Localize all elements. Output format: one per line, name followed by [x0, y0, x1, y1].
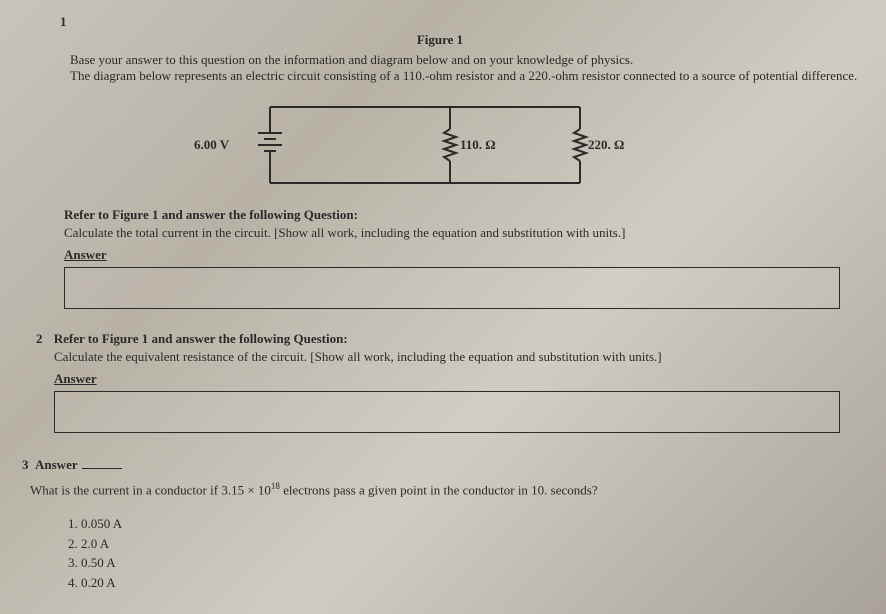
- question-3-block: 3 Answer What is the current in a conduc…: [22, 457, 858, 592]
- q3-choice-4[interactable]: 4. 0.20 A: [68, 573, 858, 593]
- question-2-number: 2: [36, 331, 43, 347]
- q3-heading: 3 Answer: [22, 457, 858, 473]
- q3-text-pre: What is the current in a conductor if 3.…: [30, 482, 271, 497]
- q3-answer-blank[interactable]: [82, 468, 122, 469]
- worksheet-page: 1 Figure 1 Base your answer to this ques…: [0, 0, 886, 606]
- circuit-svg: [210, 95, 650, 195]
- circuit-diagram: 6.00 V 110. Ω 220. Ω: [210, 95, 670, 195]
- resistor-110-label: 110. Ω: [460, 137, 496, 153]
- q3-choice-3[interactable]: 3. 0.50 A: [68, 553, 858, 573]
- q1-refer-line: Refer to Figure 1 and answer the followi…: [64, 207, 858, 223]
- question-2-block: 2 Refer to Figure 1 and answer the follo…: [22, 331, 858, 433]
- question-1-number: 1: [60, 14, 858, 30]
- q3-choice-1[interactable]: 1. 0.050 A: [68, 514, 858, 534]
- q2-answer-box[interactable]: [54, 391, 840, 433]
- q3-choice-2[interactable]: 2. 2.0 A: [68, 534, 858, 554]
- q2-calculate-line: Calculate the equivalent resistance of t…: [54, 349, 858, 365]
- q1-intro-line: Base your answer to this question on the…: [70, 52, 858, 68]
- q2-refer-line: Refer to Figure 1 and answer the followi…: [54, 331, 348, 346]
- question-3-number: 3: [22, 457, 29, 472]
- resistor-220-label: 220. Ω: [588, 137, 624, 153]
- q3-choices: 1. 0.050 A 2. 2.0 A 3. 0.50 A 4. 0.20 A: [68, 514, 858, 592]
- q1-answer-label: Answer: [64, 247, 858, 263]
- q3-answer-word: Answer: [35, 457, 78, 472]
- q2-answer-label: Answer: [54, 371, 858, 387]
- q3-exponent: 18: [271, 481, 280, 491]
- q1-diagram-description: The diagram below represents an electric…: [70, 68, 858, 85]
- q1-answer-box[interactable]: [64, 267, 840, 309]
- q3-question-text: What is the current in a conductor if 3.…: [30, 481, 858, 498]
- q3-text-post: electrons pass a given point in the cond…: [280, 482, 598, 497]
- figure-title: Figure 1: [22, 32, 858, 48]
- q1-calculate-line: Calculate the total current in the circu…: [64, 225, 858, 241]
- voltage-label: 6.00 V: [194, 137, 229, 153]
